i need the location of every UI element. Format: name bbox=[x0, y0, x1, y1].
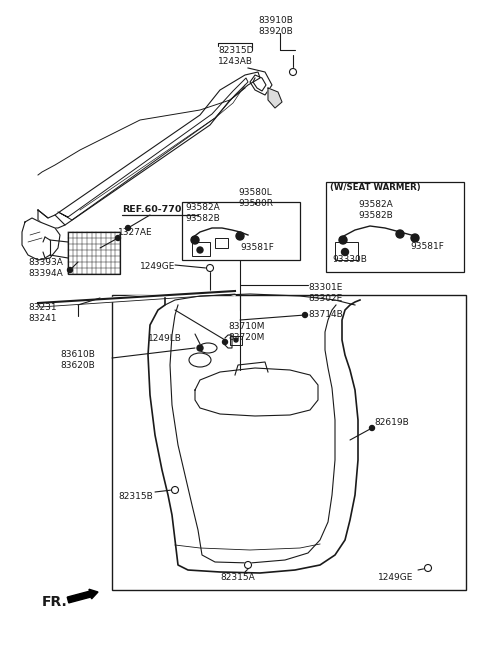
Circle shape bbox=[197, 345, 203, 351]
Circle shape bbox=[171, 486, 179, 494]
Circle shape bbox=[116, 236, 120, 240]
Circle shape bbox=[197, 247, 203, 253]
Text: 83393A
83394A: 83393A 83394A bbox=[28, 258, 63, 278]
Bar bbox=[192, 242, 210, 256]
Circle shape bbox=[339, 236, 347, 244]
Circle shape bbox=[341, 248, 348, 256]
Circle shape bbox=[289, 69, 297, 75]
Text: 1327AE: 1327AE bbox=[118, 228, 153, 237]
Text: 83910B
83920B: 83910B 83920B bbox=[258, 16, 293, 36]
Bar bbox=[182, 202, 300, 260]
Polygon shape bbox=[22, 218, 60, 260]
Bar bbox=[112, 295, 466, 590]
FancyArrow shape bbox=[67, 589, 98, 603]
Text: 83714B: 83714B bbox=[308, 310, 343, 319]
Circle shape bbox=[236, 232, 244, 240]
Bar bbox=[335, 242, 358, 260]
Text: 93582A
93582B: 93582A 93582B bbox=[358, 200, 393, 220]
Circle shape bbox=[191, 236, 199, 244]
Bar bbox=[230, 336, 242, 345]
Circle shape bbox=[396, 230, 404, 238]
Text: (W/SEAT WARMER): (W/SEAT WARMER) bbox=[330, 183, 420, 192]
Text: REF.60-770: REF.60-770 bbox=[122, 205, 181, 214]
Bar bbox=[68, 232, 120, 274]
Text: 1249LB: 1249LB bbox=[148, 334, 182, 343]
Polygon shape bbox=[268, 88, 282, 108]
Text: 93582A
93582B: 93582A 93582B bbox=[185, 203, 220, 223]
Text: 82315B: 82315B bbox=[118, 492, 153, 501]
Text: 82315D
1243AB: 82315D 1243AB bbox=[218, 46, 253, 66]
Polygon shape bbox=[38, 72, 260, 228]
Text: 83301E
83302E: 83301E 83302E bbox=[308, 283, 342, 303]
Text: 1249GE: 1249GE bbox=[378, 573, 413, 582]
Text: 93581F: 93581F bbox=[240, 243, 274, 252]
Circle shape bbox=[302, 312, 308, 318]
Text: 1249GE: 1249GE bbox=[140, 262, 175, 271]
Circle shape bbox=[68, 268, 72, 272]
Polygon shape bbox=[38, 290, 235, 309]
Text: 83231
83241: 83231 83241 bbox=[28, 303, 57, 323]
Text: 93580L
93580R: 93580L 93580R bbox=[238, 188, 273, 208]
Text: 83610B
83620B: 83610B 83620B bbox=[60, 350, 95, 370]
Text: FR.: FR. bbox=[42, 595, 68, 609]
Circle shape bbox=[223, 340, 228, 344]
Text: 93330B: 93330B bbox=[332, 255, 367, 264]
Text: 82619B: 82619B bbox=[374, 418, 409, 427]
Circle shape bbox=[411, 234, 419, 242]
Text: 82315A: 82315A bbox=[220, 573, 255, 582]
Text: 93581F: 93581F bbox=[410, 242, 444, 251]
Bar bbox=[326, 182, 464, 272]
Text: 83710M
83720M: 83710M 83720M bbox=[228, 322, 264, 342]
Circle shape bbox=[244, 561, 252, 569]
Circle shape bbox=[370, 426, 374, 430]
Circle shape bbox=[234, 338, 238, 342]
Circle shape bbox=[424, 565, 432, 571]
Circle shape bbox=[125, 226, 131, 230]
Bar bbox=[215, 238, 228, 248]
Circle shape bbox=[206, 264, 214, 272]
